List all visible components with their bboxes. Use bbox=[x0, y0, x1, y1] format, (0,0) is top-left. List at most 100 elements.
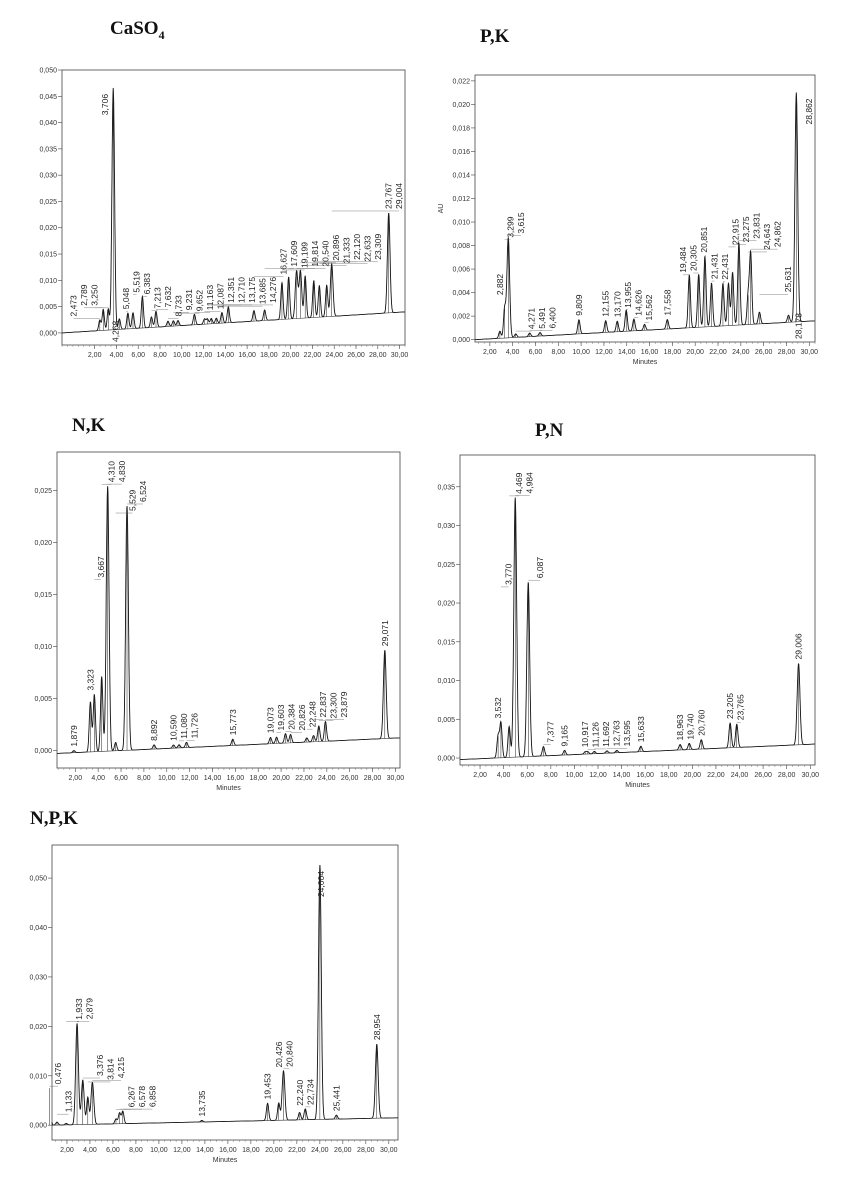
peak-label: 3,299 bbox=[505, 216, 515, 238]
x-axis-label: Minutes bbox=[633, 359, 658, 366]
peak-label: 2,879 bbox=[85, 998, 95, 1020]
peak-label: 20,426 bbox=[274, 1041, 284, 1067]
peak-label: 12,155 bbox=[601, 290, 611, 316]
x-tick-label: 14,00 bbox=[204, 775, 222, 782]
chromatogram-4: 2,00 4,00 6,00 8,00 10,00 12,00 14,00 16,00 18,0… bbox=[29, 844, 399, 1164]
baseline bbox=[474, 320, 816, 340]
x-tick-label: 24,00 bbox=[731, 772, 749, 779]
y-tick-label: 0,035 bbox=[39, 146, 57, 153]
peak-label: 21,333 bbox=[342, 237, 352, 263]
y-tick-label: 0,004 bbox=[452, 290, 470, 297]
y-tick-label: 0,030 bbox=[29, 974, 47, 981]
x-tick-label: 6,00 bbox=[520, 772, 534, 779]
x-tick-label: 8,00 bbox=[544, 772, 558, 779]
y-tick-label: 0,022 bbox=[452, 78, 470, 85]
x-tick-label: 14,00 bbox=[618, 349, 636, 356]
y-tick-label: 0,025 bbox=[437, 562, 455, 569]
plot-frame bbox=[459, 454, 816, 766]
x-tick-label: 20,00 bbox=[272, 775, 290, 782]
x-tick-label: 6,00 bbox=[529, 349, 543, 356]
chart-title-caso4: CaSO4 bbox=[110, 18, 165, 43]
x-tick-label: 22,00 bbox=[707, 772, 725, 779]
peak-label: 13,175 bbox=[247, 277, 257, 303]
peak-label: 29,004 bbox=[394, 183, 404, 209]
peak-label: 22,120 bbox=[352, 234, 362, 260]
x-tick-label: 8,00 bbox=[129, 1147, 143, 1154]
y-tick-label: 0,010 bbox=[39, 278, 57, 285]
x-tick-label: 16,00 bbox=[238, 352, 256, 359]
y-tick-label: 0,005 bbox=[39, 304, 57, 311]
peak-label: 8,892 bbox=[149, 719, 159, 741]
x-tick-label: 30,00 bbox=[802, 772, 820, 779]
peak-label: 19,603 bbox=[276, 704, 286, 730]
y-tick-label: 0,015 bbox=[34, 592, 52, 599]
y-tick-label: 0,040 bbox=[29, 925, 47, 932]
y-tick-label: 0,000 bbox=[39, 330, 57, 337]
peak-label: 6,087 bbox=[535, 557, 545, 579]
x-tick-label: 6,00 bbox=[131, 352, 145, 359]
signal-trace bbox=[475, 92, 815, 341]
x-tick-label: 20,00 bbox=[282, 352, 300, 359]
chromatogram-1: 2,00 4,00 6,00 8,00 10,00 12,00 14,00 16,00 18,0… bbox=[438, 74, 818, 366]
peak-label: 3,250 bbox=[90, 284, 100, 306]
plot-frame bbox=[61, 69, 406, 346]
peak-label: 4,310 bbox=[106, 461, 116, 483]
x-tick-label: 6,00 bbox=[114, 775, 128, 782]
x-tick-label: 14,00 bbox=[196, 1147, 214, 1154]
peak-label: 28,954 bbox=[372, 1014, 382, 1040]
x-tick-label: 12,00 bbox=[595, 349, 613, 356]
x-tick-label: 10,00 bbox=[173, 352, 191, 359]
peak-label: 13,955 bbox=[623, 282, 633, 308]
chromatogram-2: 2,00 4,00 6,00 8,00 10,00 12,00 14,00 16,00 18,0… bbox=[34, 451, 404, 792]
x-tick-label: 28,00 bbox=[364, 775, 382, 782]
y-tick-label: 0,012 bbox=[452, 196, 470, 203]
peak-label: 3,615 bbox=[516, 212, 526, 234]
peak-label: 12,087 bbox=[216, 283, 226, 309]
y-tick-label: 0,000 bbox=[34, 748, 52, 755]
peak-label: 20,826 bbox=[297, 704, 307, 730]
x-tick-label: 4,00 bbox=[83, 1147, 97, 1154]
y-tick-label: 0,018 bbox=[452, 125, 470, 132]
y-tick-label: 0,050 bbox=[39, 68, 57, 75]
peak-label: 22,915 bbox=[731, 219, 741, 245]
peak-label: 16,627 bbox=[279, 248, 289, 274]
peak-label: 29,071 bbox=[380, 620, 390, 646]
y-tick-label: 0,016 bbox=[452, 149, 470, 156]
x-tick-label: 16,00 bbox=[641, 349, 659, 356]
y-tick-label: 0,002 bbox=[452, 314, 470, 321]
peak-label: 3,706 bbox=[100, 94, 110, 116]
peak-label: 9,809 bbox=[574, 294, 584, 316]
x-tick-label: 24,00 bbox=[311, 1147, 329, 1154]
peak-label: 12,351 bbox=[226, 277, 236, 303]
x-tick-label: 2,00 bbox=[473, 772, 487, 779]
peak-label: 3,667 bbox=[96, 556, 106, 578]
y-tick-label: 0,010 bbox=[29, 1073, 47, 1080]
peak-label: 23,205 bbox=[725, 693, 735, 719]
x-tick-label: 2,00 bbox=[483, 349, 497, 356]
peak-label: 6,858 bbox=[148, 1086, 158, 1108]
x-tick-label: 8,00 bbox=[153, 352, 167, 359]
x-tick-label: 30,00 bbox=[380, 1147, 398, 1154]
x-tick-label: 18,00 bbox=[260, 352, 278, 359]
x-tick-label: 4,00 bbox=[506, 349, 520, 356]
x-tick-label: 22,00 bbox=[304, 352, 322, 359]
peak-label: 8,733 bbox=[174, 295, 184, 317]
peak-label: 13,685 bbox=[258, 278, 268, 304]
y-tick-label: 0,000 bbox=[29, 1123, 47, 1130]
x-tick-label: 26,00 bbox=[341, 775, 359, 782]
peak-label: 11,692 bbox=[601, 721, 611, 747]
baseline bbox=[61, 311, 406, 334]
x-tick-label: 12,00 bbox=[195, 352, 213, 359]
peak-label: 6,578 bbox=[137, 1086, 147, 1108]
x-tick-label: 12,00 bbox=[173, 1147, 191, 1154]
x-tick-label: 8,00 bbox=[551, 349, 565, 356]
peak-label: 11,080 bbox=[179, 713, 189, 739]
peak-label: 22,431 bbox=[720, 253, 730, 279]
peak-label: 22,240 bbox=[295, 1079, 305, 1105]
x-tick-label: 4,00 bbox=[110, 352, 124, 359]
baseline bbox=[56, 737, 401, 754]
x-tick-label: 26,00 bbox=[334, 1147, 352, 1154]
chromatogram-0: 2,00 4,00 6,00 8,00 10,00 12,00 14,00 16,00 18,0… bbox=[39, 68, 408, 360]
peak-label: 20,540 bbox=[321, 240, 331, 266]
peak-label: 20,851 bbox=[699, 226, 709, 252]
